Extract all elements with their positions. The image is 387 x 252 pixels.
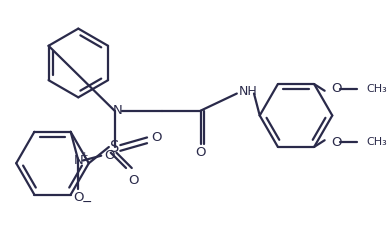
Text: N: N <box>113 104 122 117</box>
Text: NH: NH <box>239 85 257 98</box>
Text: O: O <box>151 131 162 144</box>
Text: O: O <box>331 136 342 149</box>
Text: O: O <box>73 191 84 204</box>
Text: O: O <box>195 146 206 159</box>
Text: O: O <box>104 149 115 162</box>
Text: S: S <box>110 140 119 154</box>
Text: CH₃: CH₃ <box>366 137 387 147</box>
Text: O: O <box>331 82 342 95</box>
Text: −: − <box>82 196 92 209</box>
Text: O: O <box>128 174 139 187</box>
Text: CH₃: CH₃ <box>366 84 387 94</box>
Text: +: + <box>80 151 88 160</box>
Text: N: N <box>74 154 83 167</box>
